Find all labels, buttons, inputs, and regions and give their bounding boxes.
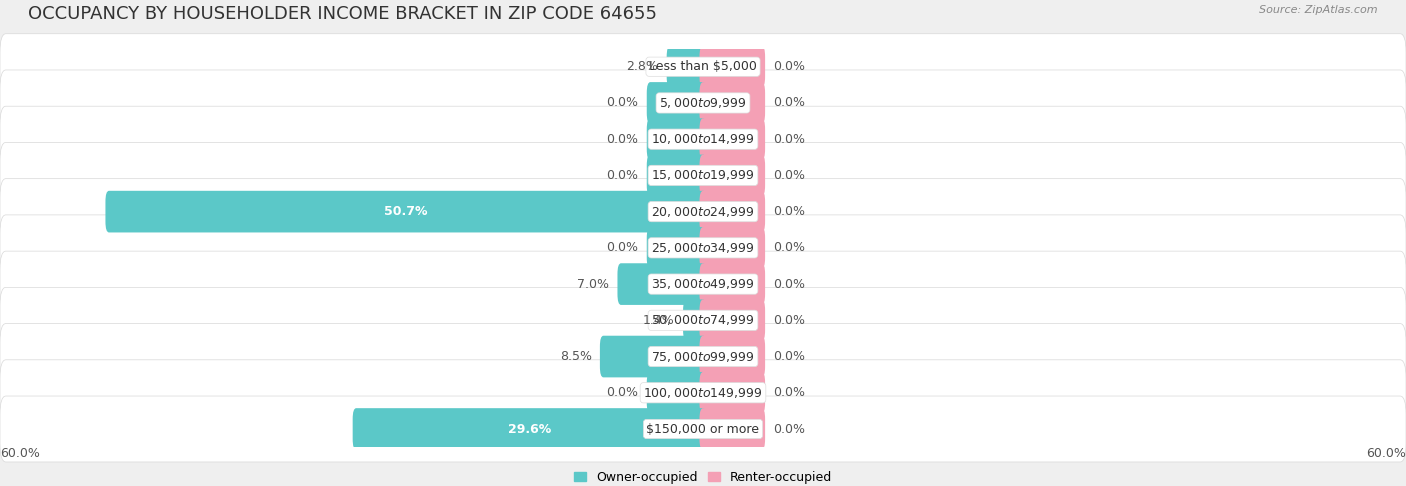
FancyBboxPatch shape <box>700 119 765 160</box>
Text: 0.0%: 0.0% <box>773 386 806 399</box>
FancyBboxPatch shape <box>647 227 707 269</box>
FancyBboxPatch shape <box>700 336 765 377</box>
Text: 0.0%: 0.0% <box>606 386 638 399</box>
FancyBboxPatch shape <box>0 287 1406 353</box>
Text: 50.7%: 50.7% <box>384 205 427 218</box>
FancyBboxPatch shape <box>647 82 707 124</box>
FancyBboxPatch shape <box>353 408 707 450</box>
FancyBboxPatch shape <box>0 106 1406 172</box>
Text: 0.0%: 0.0% <box>773 205 806 218</box>
Text: $75,000 to $99,999: $75,000 to $99,999 <box>651 349 755 364</box>
Text: $15,000 to $19,999: $15,000 to $19,999 <box>651 169 755 182</box>
Text: 0.0%: 0.0% <box>773 422 806 435</box>
Text: $5,000 to $9,999: $5,000 to $9,999 <box>659 96 747 110</box>
FancyBboxPatch shape <box>105 191 707 232</box>
Text: 60.0%: 60.0% <box>1367 447 1406 460</box>
Text: OCCUPANCY BY HOUSEHOLDER INCOME BRACKET IN ZIP CODE 64655: OCCUPANCY BY HOUSEHOLDER INCOME BRACKET … <box>28 5 657 23</box>
FancyBboxPatch shape <box>0 34 1406 100</box>
Text: $100,000 to $149,999: $100,000 to $149,999 <box>644 386 762 400</box>
Text: 1.4%: 1.4% <box>643 314 675 327</box>
Text: $25,000 to $34,999: $25,000 to $34,999 <box>651 241 755 255</box>
Text: 0.0%: 0.0% <box>773 350 806 363</box>
Text: 0.0%: 0.0% <box>606 96 638 109</box>
FancyBboxPatch shape <box>700 191 765 232</box>
FancyBboxPatch shape <box>0 142 1406 208</box>
Text: 0.0%: 0.0% <box>773 242 806 254</box>
Text: $150,000 or more: $150,000 or more <box>647 422 759 435</box>
Text: $10,000 to $14,999: $10,000 to $14,999 <box>651 132 755 146</box>
FancyBboxPatch shape <box>647 155 707 196</box>
FancyBboxPatch shape <box>700 82 765 124</box>
Text: 0.0%: 0.0% <box>606 169 638 182</box>
Text: 7.0%: 7.0% <box>578 278 609 291</box>
FancyBboxPatch shape <box>647 119 707 160</box>
Text: 60.0%: 60.0% <box>0 447 39 460</box>
Text: 0.0%: 0.0% <box>773 278 806 291</box>
Text: $35,000 to $49,999: $35,000 to $49,999 <box>651 277 755 291</box>
FancyBboxPatch shape <box>700 408 765 450</box>
Text: Source: ZipAtlas.com: Source: ZipAtlas.com <box>1260 5 1378 15</box>
Text: 0.0%: 0.0% <box>773 314 806 327</box>
Text: $20,000 to $24,999: $20,000 to $24,999 <box>651 205 755 219</box>
Text: 0.0%: 0.0% <box>606 242 638 254</box>
Legend: Owner-occupied, Renter-occupied: Owner-occupied, Renter-occupied <box>568 466 838 486</box>
FancyBboxPatch shape <box>700 46 765 87</box>
FancyBboxPatch shape <box>0 215 1406 281</box>
FancyBboxPatch shape <box>700 263 765 305</box>
FancyBboxPatch shape <box>0 70 1406 136</box>
Text: $50,000 to $74,999: $50,000 to $74,999 <box>651 313 755 327</box>
Text: 0.0%: 0.0% <box>773 133 806 146</box>
Text: 8.5%: 8.5% <box>560 350 592 363</box>
FancyBboxPatch shape <box>683 299 707 341</box>
FancyBboxPatch shape <box>600 336 707 377</box>
Text: 29.6%: 29.6% <box>508 422 551 435</box>
FancyBboxPatch shape <box>700 372 765 414</box>
Text: 2.8%: 2.8% <box>627 60 658 73</box>
Text: 0.0%: 0.0% <box>773 169 806 182</box>
FancyBboxPatch shape <box>700 155 765 196</box>
FancyBboxPatch shape <box>0 324 1406 389</box>
FancyBboxPatch shape <box>647 372 707 414</box>
FancyBboxPatch shape <box>666 46 707 87</box>
FancyBboxPatch shape <box>700 227 765 269</box>
FancyBboxPatch shape <box>617 263 707 305</box>
Text: Less than $5,000: Less than $5,000 <box>650 60 756 73</box>
FancyBboxPatch shape <box>0 360 1406 426</box>
Text: 0.0%: 0.0% <box>773 60 806 73</box>
FancyBboxPatch shape <box>0 179 1406 244</box>
FancyBboxPatch shape <box>0 251 1406 317</box>
Text: 0.0%: 0.0% <box>773 96 806 109</box>
FancyBboxPatch shape <box>0 396 1406 462</box>
Text: 0.0%: 0.0% <box>606 133 638 146</box>
FancyBboxPatch shape <box>700 299 765 341</box>
